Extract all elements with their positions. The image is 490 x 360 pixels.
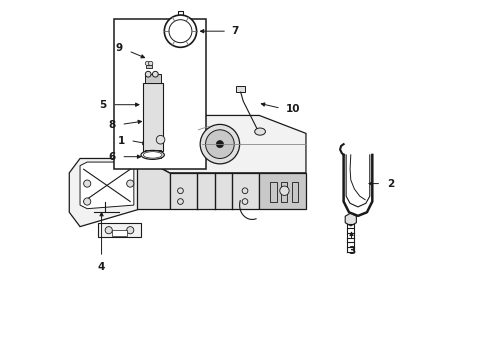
Polygon shape (137, 119, 202, 158)
Polygon shape (137, 155, 170, 209)
Polygon shape (137, 116, 306, 173)
Text: 2: 2 (387, 179, 394, 189)
Polygon shape (69, 158, 141, 226)
Bar (292, 182, 298, 202)
Circle shape (200, 125, 240, 164)
Text: 9: 9 (116, 43, 123, 53)
Bar (112, 230, 126, 235)
Circle shape (148, 61, 153, 66)
Text: 4: 4 (98, 262, 105, 273)
Polygon shape (170, 173, 259, 209)
Circle shape (105, 226, 112, 234)
Bar (145, 149, 161, 158)
Bar (114, 19, 205, 169)
Bar (270, 182, 276, 202)
Text: 5: 5 (99, 100, 107, 110)
Text: 10: 10 (286, 104, 301, 114)
Text: 7: 7 (231, 26, 239, 36)
Text: 8: 8 (109, 121, 116, 130)
Bar (143, 83, 163, 151)
Circle shape (126, 226, 134, 234)
Polygon shape (259, 173, 306, 209)
Circle shape (152, 71, 158, 77)
Bar (281, 182, 287, 202)
Text: 3: 3 (348, 246, 355, 256)
Circle shape (146, 71, 151, 77)
Circle shape (84, 198, 91, 205)
Bar (145, 74, 161, 83)
Circle shape (156, 135, 165, 144)
Polygon shape (80, 162, 134, 209)
Ellipse shape (141, 150, 164, 159)
Bar (236, 86, 245, 92)
Ellipse shape (144, 152, 162, 158)
Circle shape (280, 186, 289, 195)
Polygon shape (145, 116, 188, 137)
Circle shape (216, 140, 223, 148)
Circle shape (177, 188, 183, 194)
Circle shape (242, 188, 248, 194)
Polygon shape (345, 213, 356, 226)
Circle shape (84, 180, 91, 187)
Circle shape (177, 199, 183, 204)
Ellipse shape (255, 128, 266, 135)
Circle shape (126, 180, 134, 187)
Text: 1: 1 (118, 136, 125, 145)
Circle shape (164, 15, 196, 47)
Circle shape (242, 199, 248, 204)
Bar (146, 64, 152, 68)
Polygon shape (98, 223, 141, 237)
Circle shape (205, 130, 234, 158)
Circle shape (169, 20, 192, 42)
Text: 6: 6 (109, 152, 116, 162)
Circle shape (146, 61, 149, 66)
